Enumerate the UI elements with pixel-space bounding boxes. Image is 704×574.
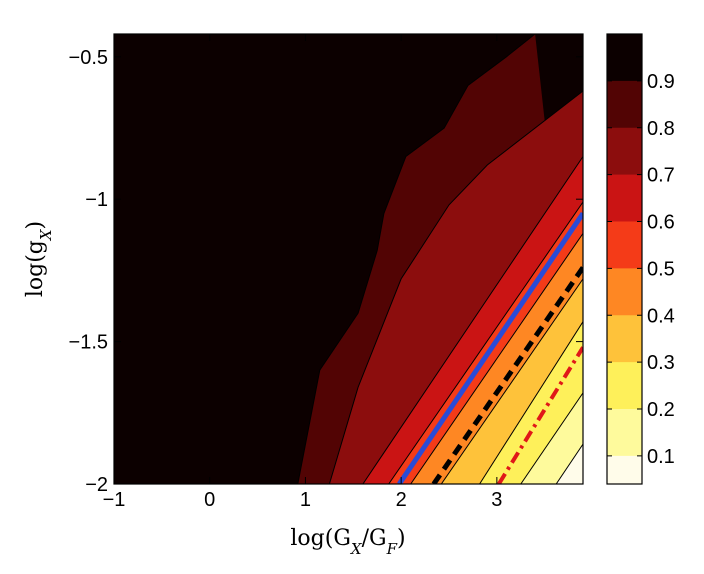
x-tick-label: −1 <box>103 489 126 511</box>
x-tick-label: 1 <box>300 489 311 511</box>
contour-lines <box>297 34 583 484</box>
colorbar-band <box>607 362 642 410</box>
plot-area <box>114 34 583 484</box>
colorbar-tick-label: 0.4 <box>647 305 675 327</box>
contour-line-5 <box>410 233 583 484</box>
colorbar-band <box>607 455 642 485</box>
contour-line-6 <box>440 278 583 484</box>
colorbar-band <box>607 127 642 176</box>
y-tick-label: −1.5 <box>69 332 108 354</box>
x-tick-label: 2 <box>396 489 407 511</box>
colorbar-tick-label: 0.8 <box>647 118 675 140</box>
contour-line-8 <box>520 392 583 484</box>
colorbar-tick-label: 0.2 <box>647 399 675 421</box>
overlay-lines <box>397 211 583 484</box>
colorbar-tick-label: 0.5 <box>647 258 675 280</box>
colorbar-tick-label: 0.3 <box>647 352 675 374</box>
colorbar-tick-label: 0.7 <box>647 165 675 187</box>
y-axis-label: log(gX) <box>23 221 55 297</box>
x-tick-label: 3 <box>491 489 502 511</box>
y-tick-label: −0.5 <box>69 47 108 69</box>
overlay-line-dashed <box>431 266 583 484</box>
colorbar-band <box>607 315 642 363</box>
colorbar-band <box>607 174 642 222</box>
contour-line-9 <box>555 443 583 484</box>
y-tick-label: −2 <box>85 474 108 496</box>
colorbar-band <box>607 80 642 129</box>
x-tick-label: 0 <box>204 489 215 511</box>
colorbar-ticks: 0.1 0.2 0.3 0.4 0.5 0.6 0.7 0.8 0.9 <box>607 71 675 468</box>
contour-line-4 <box>388 201 583 484</box>
y-tick-label: −1 <box>85 189 108 211</box>
colorbar-tick-label: 0.6 <box>647 212 675 234</box>
colorbar-tick-label: 0.1 <box>647 446 675 468</box>
colorbar-band <box>607 409 642 457</box>
x-axis-ticks: −1 0 1 2 3 <box>103 34 502 511</box>
contour-line-7 <box>479 321 583 484</box>
colorbar-band <box>607 34 642 82</box>
x-axis-label: log(GX/GF) <box>290 526 405 558</box>
contour-line-1 <box>297 34 536 484</box>
colorbar-tick-label: 0.9 <box>647 71 675 93</box>
colorbar-band <box>607 221 642 269</box>
overlay-line-dashdot <box>497 346 583 484</box>
colorbar-bands <box>607 34 642 485</box>
overlay-line-solid <box>397 211 583 484</box>
contour-line-2 <box>328 90 583 484</box>
colorbar-band <box>607 268 642 316</box>
plot-frame <box>113 33 584 485</box>
colorbar-frame <box>606 33 643 485</box>
contour-line-3 <box>362 156 583 484</box>
y-axis-ticks: −2 −1.5 −1 −0.5 <box>69 47 583 496</box>
colorbar: 0.1 0.2 0.3 0.4 0.5 0.6 0.7 0.8 0.9 <box>606 33 675 485</box>
